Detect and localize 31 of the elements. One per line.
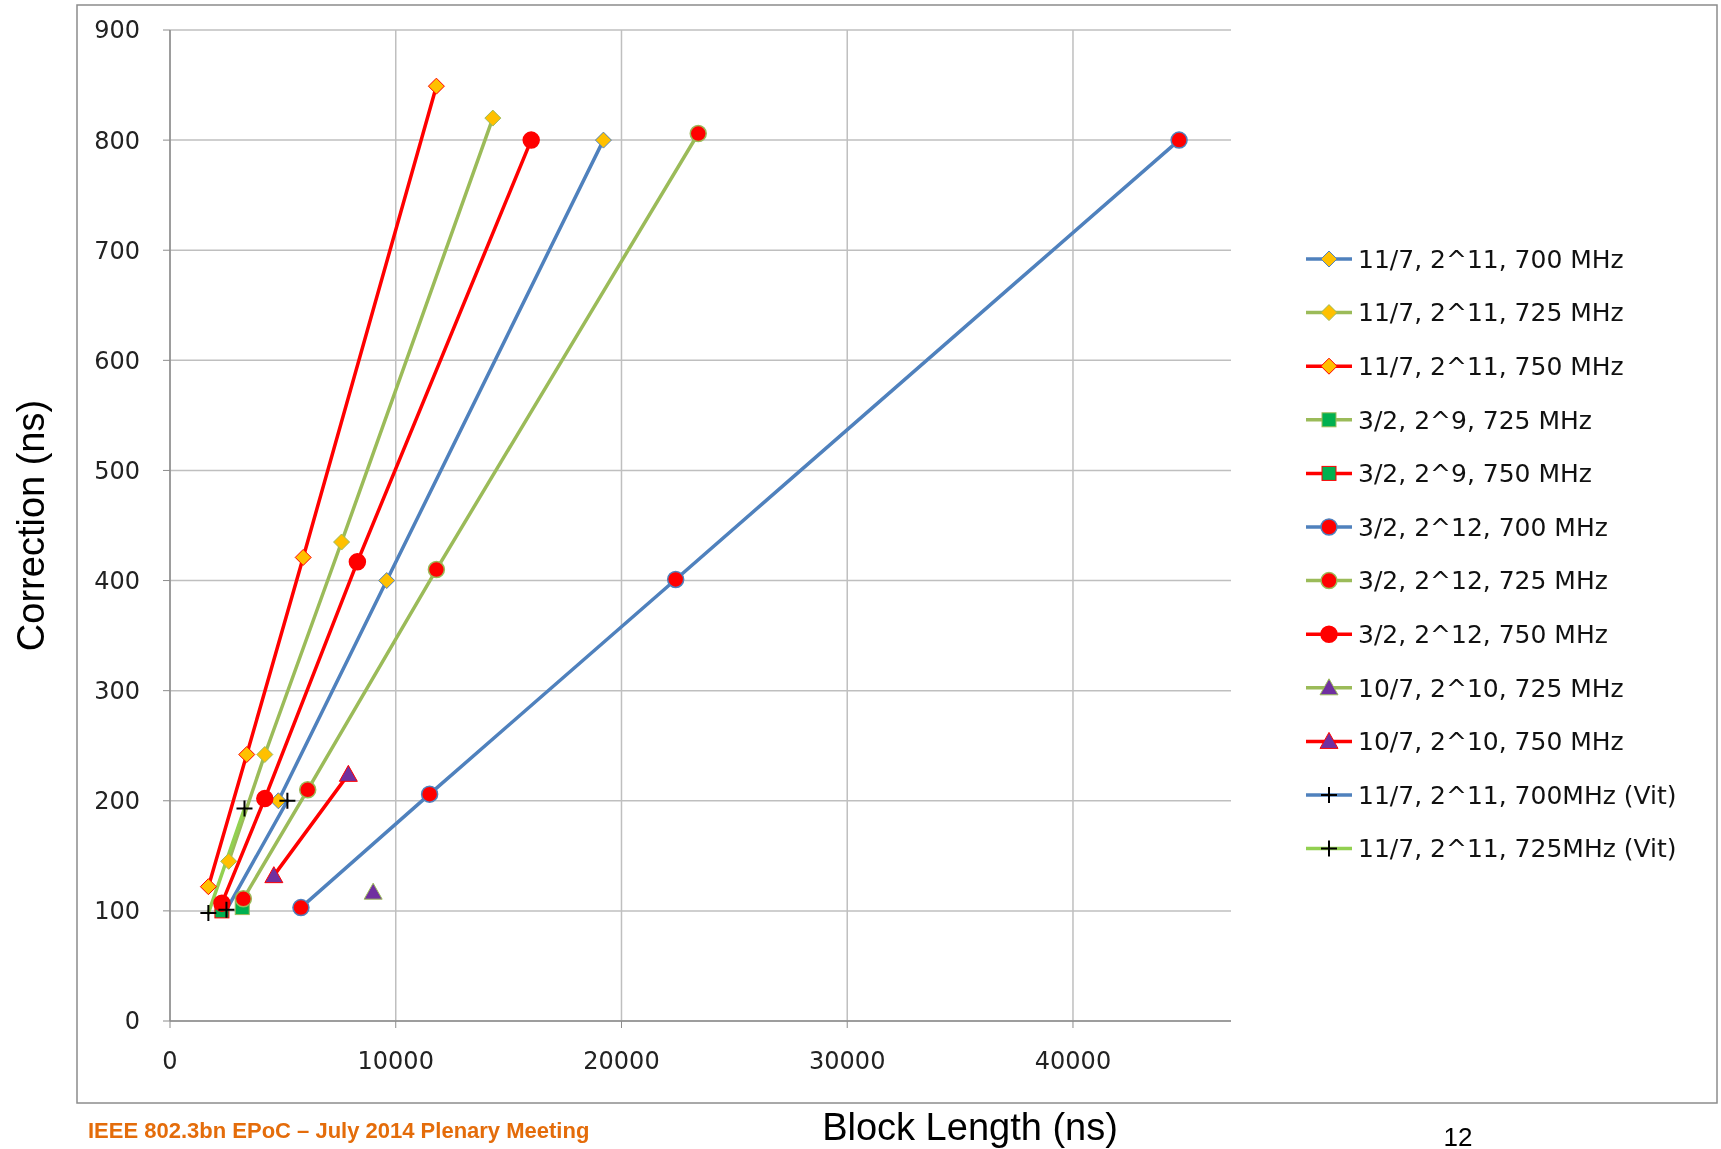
- legend-label: 3/2, 2^12, 700 MHz: [1358, 512, 1608, 542]
- legend-label: 11/7, 2^11, 725 MHz: [1358, 298, 1624, 328]
- y-tick-label: 500: [94, 456, 140, 485]
- legend-label: 11/7, 2^11, 700 MHz: [1358, 244, 1624, 274]
- text: IEEE 802.3bn EPoC – July 2014 Plenary Meeting: [88, 1118, 590, 1143]
- x-tick-label: 10000: [357, 1047, 434, 1075]
- y-axis-title: Correction (ns): [10, 399, 52, 652]
- y-tick-label: 300: [94, 677, 140, 706]
- text: 12: [1443, 1122, 1473, 1149]
- y-tick-label: 0: [124, 1007, 140, 1036]
- legend-label: 11/7, 2^11, 725MHz (Vit): [1358, 834, 1677, 864]
- legend-label: 3/2, 2^12, 725 MHz: [1358, 566, 1608, 596]
- x-tick-label: 20000: [583, 1047, 660, 1075]
- x-tick-label: 40000: [1034, 1047, 1112, 1075]
- legend-label: 10/7, 2^10, 725 MHz: [1358, 673, 1624, 703]
- x-tick-label: 0: [162, 1047, 178, 1075]
- y-tick-label: 400: [94, 566, 140, 595]
- legend-label: 10/7, 2^10, 750 MHz: [1358, 727, 1624, 757]
- y-tick-label: 200: [94, 787, 140, 816]
- x-axis-title: Block Length (ns): [822, 1106, 1118, 1148]
- legend-label: 3/2, 2^9, 750 MHz: [1358, 459, 1592, 489]
- y-tick-label: 800: [94, 126, 140, 155]
- y-tick-label: 900: [94, 16, 140, 45]
- legend-label: 11/7, 2^11, 750 MHz: [1358, 351, 1624, 381]
- y-tick-label: 100: [94, 897, 140, 926]
- y-tick-label: 700: [94, 236, 140, 265]
- legend-label: 3/2, 2^9, 725 MHz: [1358, 405, 1592, 435]
- x-tick-label: 30000: [809, 1047, 886, 1075]
- y-tick-label: 600: [94, 346, 140, 375]
- legend-label: 3/2, 2^12, 750 MHz: [1358, 619, 1608, 649]
- legend-label: 11/7, 2^11, 700MHz (Vit): [1358, 780, 1677, 810]
